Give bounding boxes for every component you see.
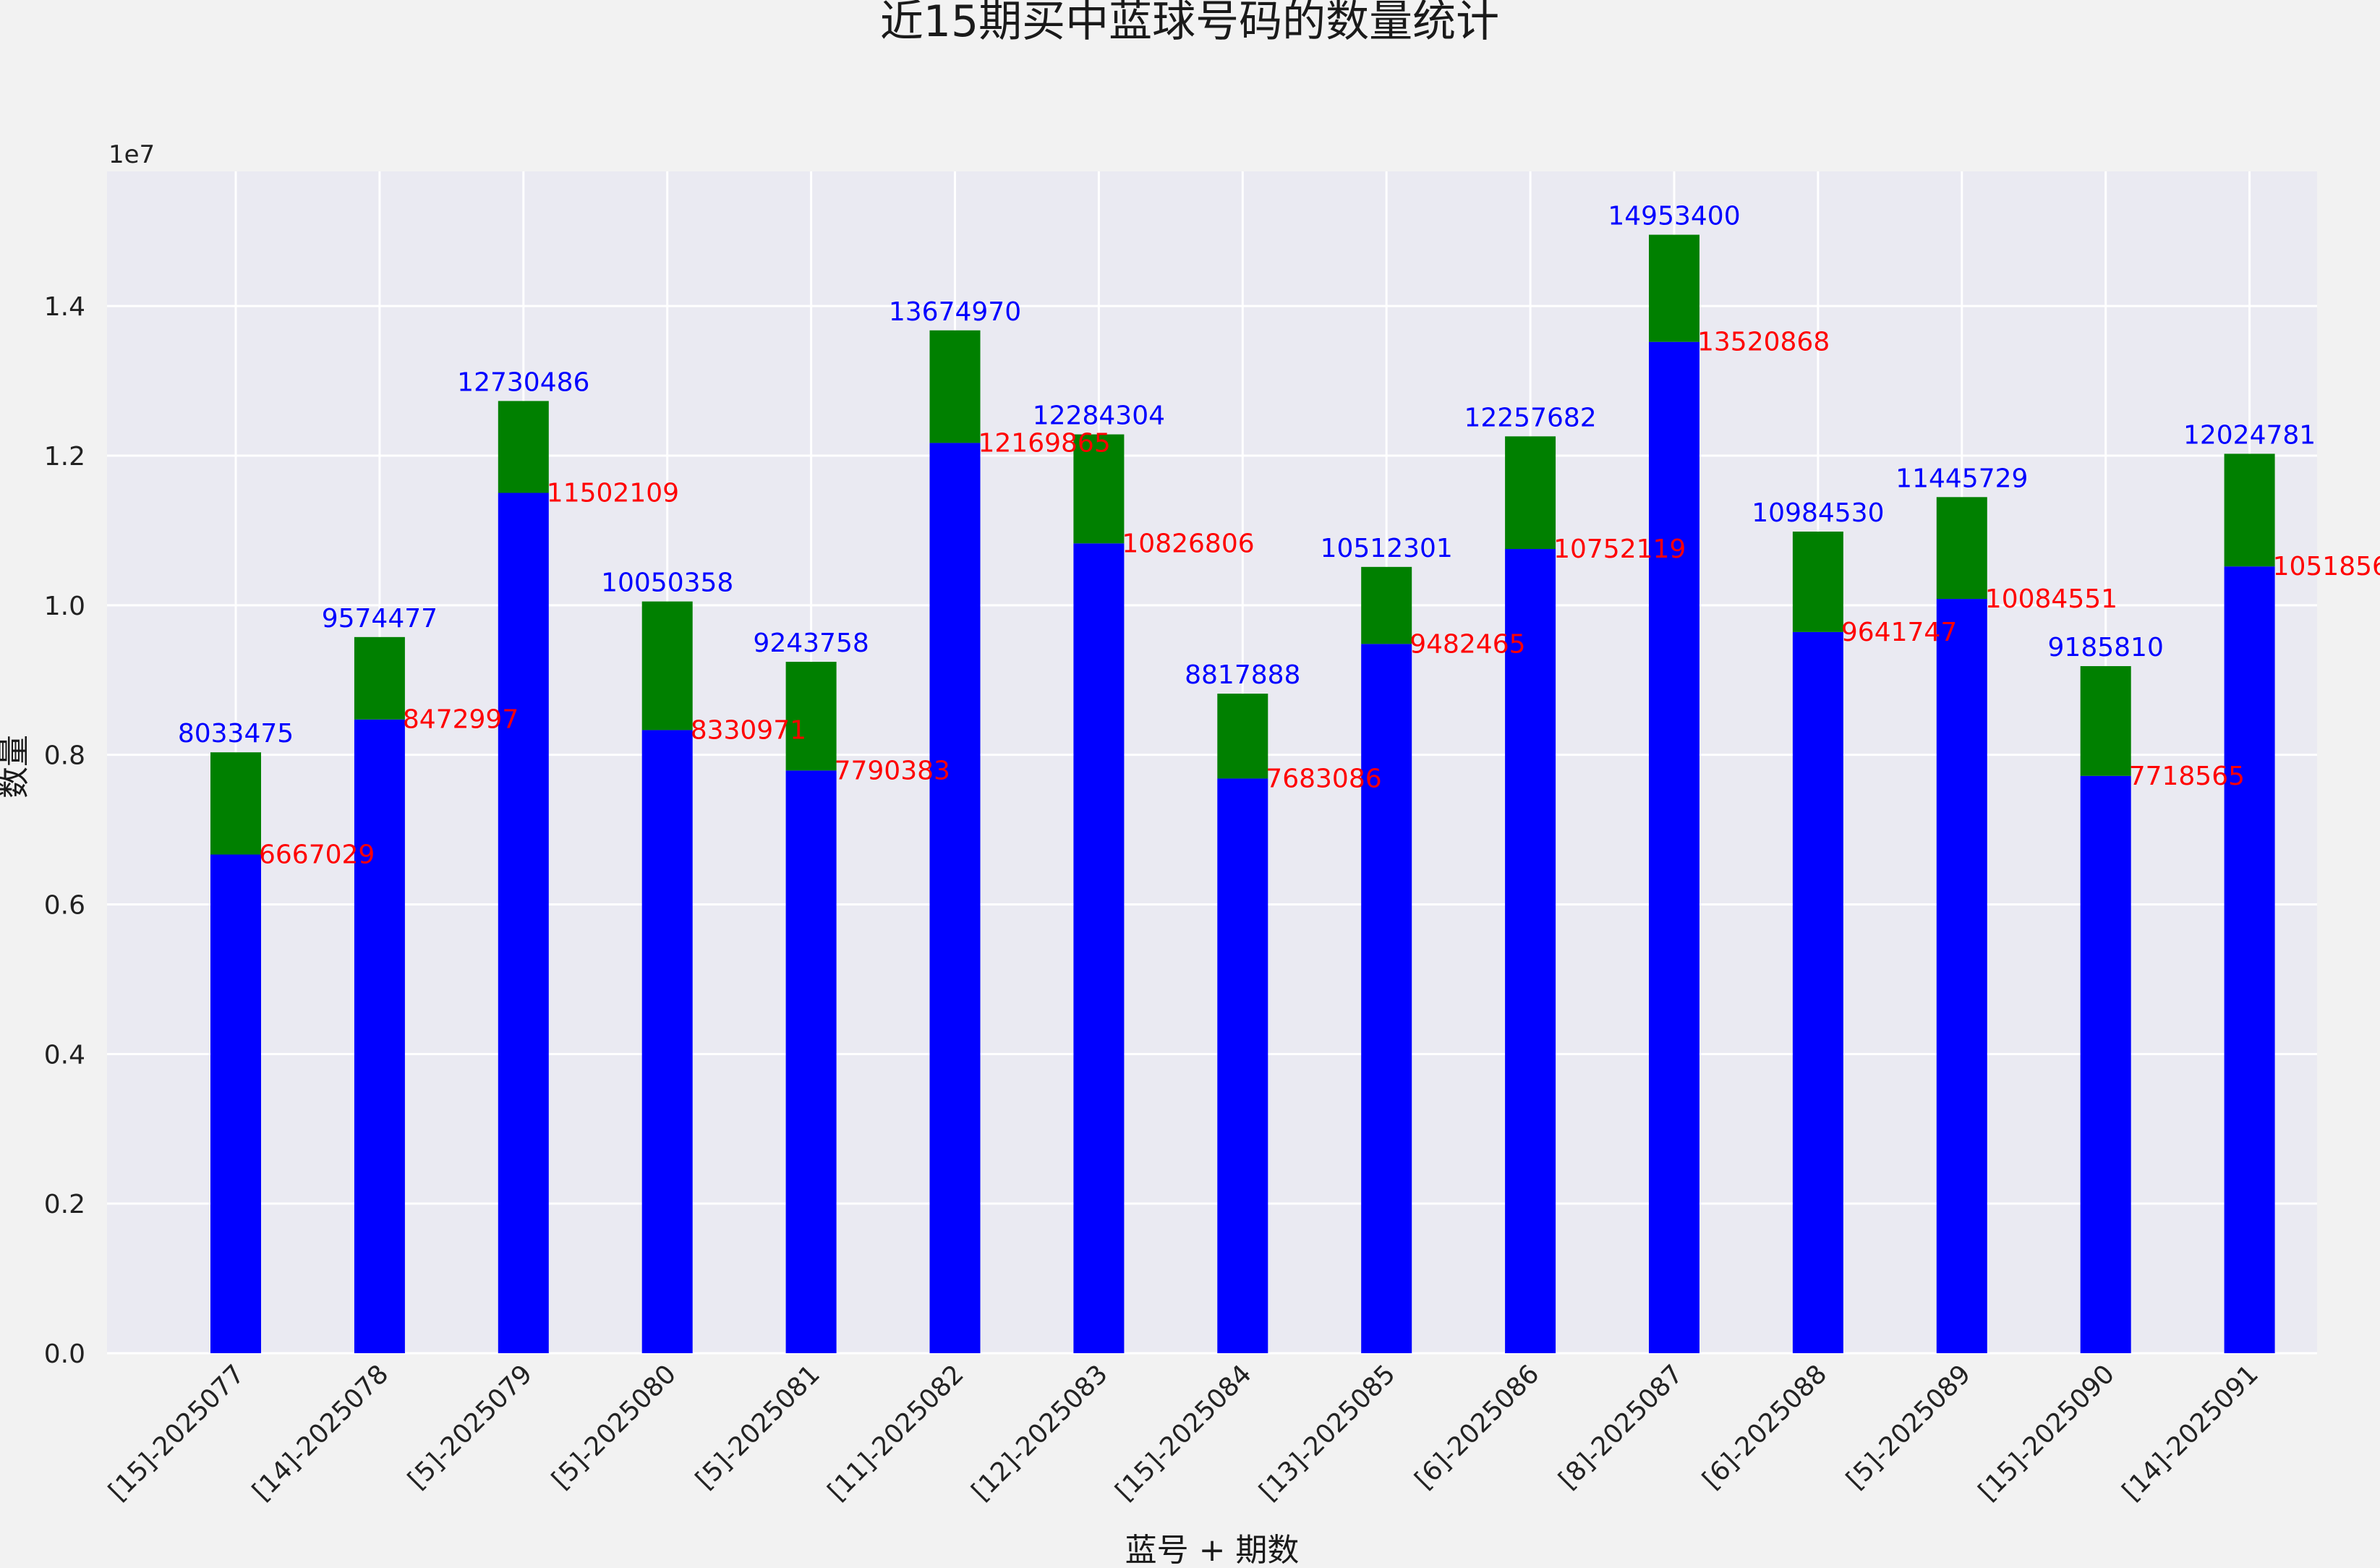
bar-top: [1792, 532, 1843, 632]
bar-top: [498, 401, 549, 493]
bar-top: [1217, 694, 1268, 779]
x-tick-label: [14]-2025091: [2117, 1359, 2264, 1507]
bar-top: [1649, 234, 1699, 342]
x-tick-label: [5]-2025089: [1841, 1359, 1977, 1495]
y-tick-label: 1.2: [44, 442, 85, 472]
y-tick-label: 0.4: [44, 1040, 85, 1070]
bar-total-value-label: 14953400: [1608, 202, 1740, 231]
y-tick-label: 1.4: [44, 292, 85, 322]
x-tick-label: [5]-2025079: [403, 1359, 539, 1495]
bar-base: [1505, 549, 1556, 1354]
y-tick-label: 0.8: [44, 741, 85, 771]
bar-total-value-label: 10050358: [601, 568, 733, 598]
chart-title: 近15期买中蓝球号码的数量统计: [880, 0, 1499, 47]
bar-total-value-label: 9243758: [753, 629, 869, 658]
bars: [210, 234, 2275, 1354]
bar-total-value-label: 8033475: [178, 719, 294, 749]
x-tick-label: [6]-2025086: [1409, 1359, 1545, 1495]
bar-total-value-label: 10984530: [1752, 498, 1884, 528]
bar-base: [2080, 775, 2131, 1353]
bar-base: [641, 730, 693, 1353]
bar-base: [1792, 631, 1843, 1353]
bar-base: [929, 443, 981, 1353]
x-tick-label: [11]-2025082: [822, 1359, 970, 1507]
bar-total-value-label: 12024781: [2183, 420, 2316, 450]
x-tick-label: [13]-2025085: [1254, 1359, 1402, 1507]
bar-top: [785, 662, 837, 771]
bar-top: [1073, 434, 1125, 544]
bar-base: [1073, 543, 1125, 1353]
bar-base-value-label: 9641747: [1841, 618, 1957, 647]
y-axis-label: 数量: [0, 735, 33, 798]
bar-top: [1361, 566, 1412, 644]
y-tick-label: 0.0: [44, 1339, 85, 1369]
bar-base-value-label: 10518564: [2273, 552, 2380, 581]
x-tick-label: [15]-2025077: [103, 1359, 251, 1507]
bar-base-value-label: 11502109: [547, 478, 679, 508]
bar-total-value-label: 12284304: [1033, 401, 1165, 431]
bar-base-value-label: 7790383: [835, 756, 950, 785]
x-tick-label: [6]-2025088: [1697, 1359, 1833, 1495]
bar-total-value-label: 9185810: [2048, 633, 2164, 662]
bar-top: [1505, 436, 1556, 550]
y-tick-labels: 0.0 0.2 0.4 0.6 0.8 1.0 1.2 1.4: [44, 292, 85, 1369]
bar-base: [1361, 644, 1412, 1353]
y-tick-label: 1.0: [44, 592, 85, 621]
bar-base-value-label: 10826806: [1122, 529, 1254, 558]
bar-top: [2080, 666, 2131, 776]
x-tick-label: [12]-2025083: [966, 1359, 1114, 1507]
bar-base: [1936, 599, 1987, 1353]
x-tick-labels: [15]-2025077[14]-2025078 [5]-2025079 [5]-2…: [103, 1359, 2264, 1507]
y-tick-label: 0.2: [44, 1190, 85, 1219]
bar-top: [1936, 497, 1987, 600]
bar-base: [2224, 566, 2275, 1353]
bar-base: [785, 770, 837, 1353]
y-tick-label: 0.6: [44, 890, 85, 920]
bar-base: [210, 854, 261, 1353]
x-tick-label: [14]-2025078: [247, 1359, 394, 1507]
bar-base-value-label: 8472997: [403, 705, 519, 735]
y-offset-label: 1e7: [108, 140, 155, 169]
bar-base: [1649, 341, 1699, 1353]
bar-base: [498, 493, 549, 1354]
bar-total-value-label: 8817888: [1185, 660, 1300, 690]
x-tick-label: [5]-2025081: [690, 1359, 826, 1495]
bar-total-value-label: 12257682: [1464, 403, 1596, 433]
bar-base: [1217, 778, 1268, 1353]
bar-total-value-label: 9574477: [322, 604, 438, 634]
x-tick-label: [15]-2025084: [1110, 1359, 1258, 1507]
bar-base: [354, 719, 405, 1353]
bar-base-value-label: 9482465: [1409, 629, 1525, 659]
bar-base-value-label: 7718565: [2129, 762, 2245, 791]
bar-top: [641, 601, 693, 730]
bar-base-value-label: 12169865: [978, 428, 1111, 458]
bar-total-value-label: 10512301: [1321, 534, 1453, 563]
bar-base-value-label: 6667029: [259, 840, 375, 870]
bar-base-value-label: 7683086: [1266, 764, 1381, 793]
bar-base-value-label: 13520868: [1697, 328, 1830, 357]
bar-total-value-label: 12730486: [457, 367, 589, 397]
bar-base-value-label: 10752119: [1553, 534, 1686, 564]
x-tick-label: [15]-2025090: [1973, 1359, 2120, 1507]
bar-top: [929, 330, 981, 443]
bar-base-value-label: 10084551: [1985, 584, 2117, 614]
bar-total-value-label: 13674970: [889, 297, 1021, 327]
bar-total-value-label: 11445729: [1895, 464, 2028, 493]
x-tick-label: [8]-2025087: [1553, 1359, 1689, 1495]
data-labels: 6667029 8033475 8472997 9574477 11502109 1273…: [178, 202, 2380, 870]
bar-top: [210, 752, 261, 855]
bar-base-value-label: 8330971: [691, 715, 806, 745]
bar-top: [354, 636, 405, 720]
x-axis-label: 蓝号 + 期数: [1125, 1532, 1300, 1565]
bar-top: [2224, 453, 2275, 567]
x-tick-label: [5]-2025080: [546, 1359, 682, 1495]
